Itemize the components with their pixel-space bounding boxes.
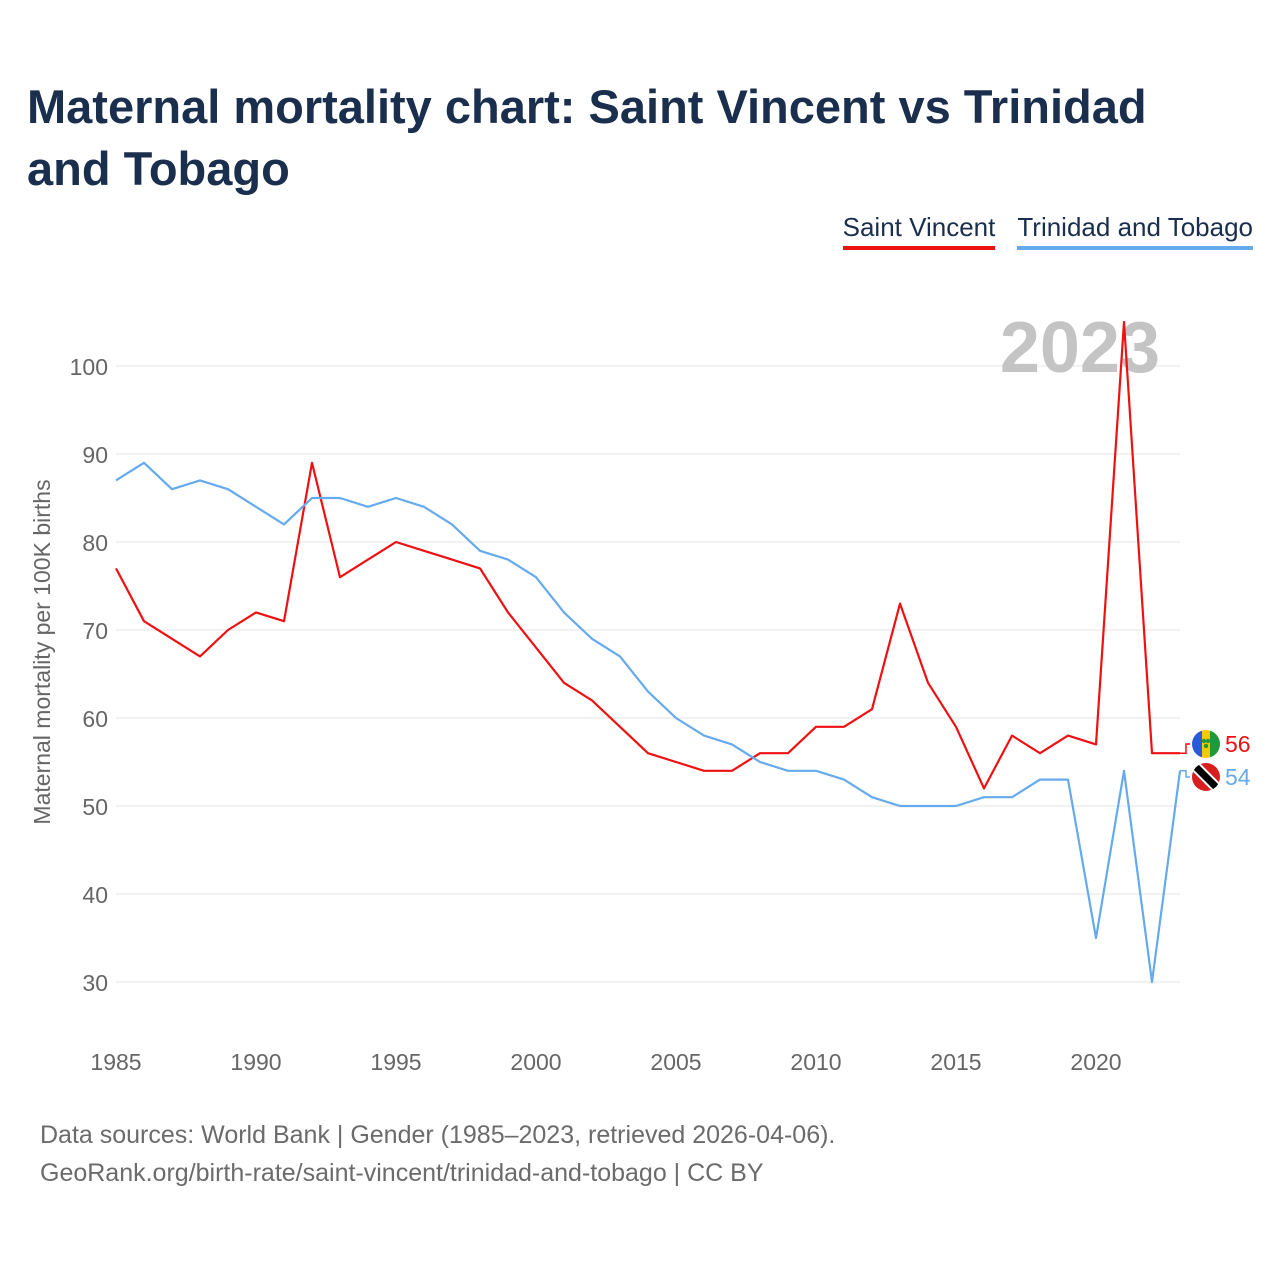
legend-saint-vincent[interactable]: Saint Vincent [842,212,996,250]
y-axis-ticks: 30 40 50 60 70 80 90 100 [70,354,108,996]
x-tick-label: 1985 [90,1049,141,1075]
source-line-2[interactable]: GeoRank.org/birth-rate/saint-vincent/tri… [40,1159,764,1187]
connector-trinidad [1180,770,1190,778]
x-tick-label: 2005 [650,1049,701,1075]
x-axis-ticks: 1985 1990 1995 2000 2005 2010 2015 2020 [90,1049,1121,1075]
end-value-trinidad: 54 [1225,764,1251,790]
legend-trinidad-and-tobago[interactable]: Trinidad and Tobago [1017,212,1253,250]
y-tick-label: 60 [82,706,108,732]
x-tick-label: 1995 [370,1049,421,1075]
end-marker-saint-vincent: 56 [1180,730,1251,758]
y-tick-label: 100 [70,354,108,380]
y-tick-label: 50 [82,794,108,820]
y-tick-label: 80 [82,530,108,556]
year-watermark: 2023 [1000,308,1160,388]
y-tick-label: 30 [82,970,108,996]
x-tick-label: 2020 [1070,1049,1121,1075]
x-tick-label: 2010 [790,1049,841,1075]
series-lines [115,320,1182,984]
end-value-saint-vincent: 56 [1225,731,1251,757]
x-tick-label: 2000 [510,1049,561,1075]
grid-lines [116,365,1180,983]
series-line-saint-vincent [115,320,1180,790]
y-axis-label: Maternal mortality per 100K births [29,479,55,824]
y-tick-label: 90 [82,442,108,468]
y-tick-label: 40 [82,882,108,908]
legend: Saint Vincent Trinidad and Tobago [842,212,1253,250]
source-note: Data sources: World Bank | Gender (1985–… [40,1116,835,1192]
y-tick-label: 70 [82,618,108,644]
chart-title: Maternal mortality chart: Saint Vincent … [27,80,1147,195]
flag-saint-vincent-icon [1192,730,1220,758]
x-tick-label: 1990 [230,1049,281,1075]
connector-saint-vincent [1180,743,1190,754]
end-marker-trinidad: 54 [1180,763,1251,791]
source-line-1: Data sources: World Bank | Gender (1985–… [40,1121,836,1149]
flag-trinidad-and-tobago-icon [1192,763,1220,791]
x-tick-label: 2015 [930,1049,981,1075]
series-line-trinidad-and-tobago [115,461,1182,984]
